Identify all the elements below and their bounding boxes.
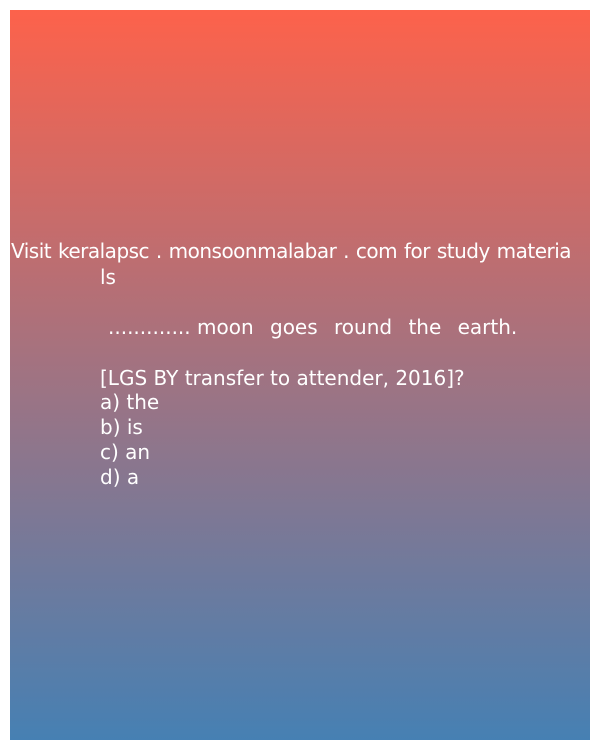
- option-a: a) the: [100, 390, 160, 414]
- question-text: ............. moon goes round the earth.: [108, 315, 517, 340]
- visit-line-tail: ls: [100, 265, 116, 289]
- option-d: d) a: [100, 465, 140, 489]
- question-sentence: moon goes round the earth.: [197, 315, 518, 339]
- question-card: Visit keralapsc . monsoonmalabar . com f…: [10, 10, 590, 740]
- visit-line: Visit keralapsc . monsoonmalabar . com f…: [11, 239, 572, 263]
- answer-options: a) the b) is c) an d) a: [100, 390, 159, 490]
- question-source: [LGS BY transfer to attender, 2016]?: [100, 366, 465, 390]
- question-blank: .............: [108, 315, 198, 339]
- option-c: c) an: [100, 440, 151, 464]
- option-b: b) is: [100, 415, 143, 439]
